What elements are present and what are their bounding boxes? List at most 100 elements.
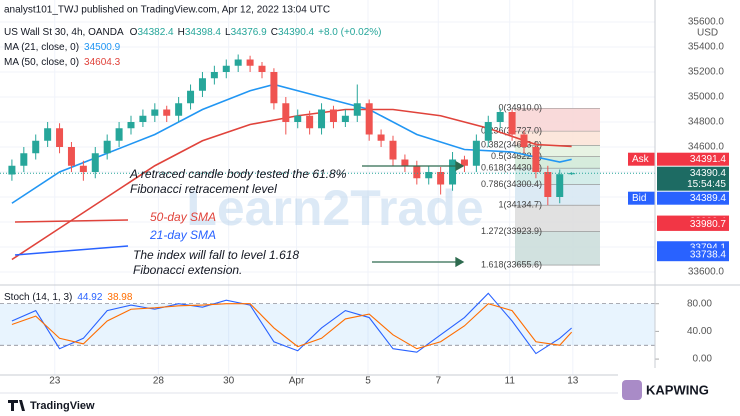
annotation: Fibonacci retracement level bbox=[130, 182, 277, 196]
candle-body bbox=[294, 115, 302, 122]
annotation: Fibonacci extension. bbox=[133, 263, 242, 277]
legend-part: O bbox=[130, 27, 138, 38]
candle-body bbox=[234, 59, 242, 66]
current-price: 34390.4 bbox=[690, 168, 727, 179]
candle-body bbox=[151, 109, 159, 116]
candle-body bbox=[496, 112, 504, 122]
candle-body bbox=[282, 103, 290, 122]
legend-part: L bbox=[225, 27, 231, 38]
y-tick-label: 35200.0 bbox=[688, 67, 725, 78]
candle-body bbox=[44, 128, 52, 141]
stoch-line bbox=[11, 303, 573, 350]
y-tick-label: 33600.0 bbox=[688, 267, 725, 278]
y-tick-label: 34800.0 bbox=[688, 117, 725, 128]
byline: analyst101_TWJ published on TradingView.… bbox=[4, 5, 330, 16]
price-box-value: 34389.4 bbox=[690, 193, 727, 204]
fib-band bbox=[515, 131, 600, 146]
x-tick-label: 5 bbox=[365, 376, 371, 387]
candle-body bbox=[79, 165, 87, 172]
price-box-name: Bid bbox=[632, 193, 646, 204]
candle-body bbox=[175, 103, 183, 116]
fib-label: 0.5(34522.3) bbox=[491, 151, 542, 161]
candle-body bbox=[246, 59, 254, 66]
x-tick-label: 23 bbox=[49, 376, 61, 387]
annotation: The index will fall to level 1.618 bbox=[133, 248, 299, 262]
y-tick-label: 0.00 bbox=[693, 354, 713, 365]
y-tick-label: 35600.0 bbox=[688, 17, 725, 28]
stoch-line bbox=[11, 292, 572, 355]
price-tag-bg bbox=[628, 152, 655, 166]
price-box-value: 33980.7 bbox=[690, 219, 727, 230]
annotation-arrows bbox=[362, 160, 465, 268]
legend-part: +8.0 (+0.02%) bbox=[318, 27, 381, 38]
logo-icon bbox=[8, 400, 25, 411]
candle-body bbox=[353, 103, 361, 116]
candle-body bbox=[187, 90, 195, 104]
candle-body bbox=[258, 65, 266, 72]
x-tick-label: 13 bbox=[567, 376, 579, 387]
badge: KAPWING bbox=[646, 382, 709, 397]
candle-body bbox=[520, 134, 528, 147]
symbol-legend: US Wall St 30, 4h, OANDA O34382.4 H34398.4… bbox=[4, 27, 381, 38]
candle-body bbox=[460, 159, 468, 166]
candle-body bbox=[210, 72, 218, 79]
x-tick-label: Apr bbox=[289, 376, 305, 387]
candle-body bbox=[32, 140, 40, 154]
candle-body bbox=[198, 78, 206, 91]
x-tick-label: 28 bbox=[153, 376, 165, 387]
x-tick-label: 11 bbox=[505, 376, 516, 387]
ma-legend: MA (50, close, 0) 34604.3 bbox=[4, 57, 121, 68]
y-tick-label: 80.00 bbox=[687, 298, 712, 309]
price-box bbox=[657, 217, 729, 231]
fib-label: 1.618(33655.6) bbox=[481, 259, 542, 269]
stoch-value: 44.92 bbox=[77, 292, 102, 303]
candle-body bbox=[103, 140, 111, 154]
candle-body bbox=[91, 153, 99, 172]
candle-body bbox=[556, 174, 564, 197]
y-tick-label: 34600.0 bbox=[688, 142, 725, 153]
ma-line bbox=[11, 83, 572, 204]
price-box-value: 33794.1 bbox=[690, 242, 727, 253]
y-tick-label: 40.00 bbox=[687, 326, 712, 337]
ma-legend-name: MA (21, close, 0) bbox=[4, 42, 79, 53]
candle-body bbox=[222, 65, 230, 72]
fib-label: 1(34134.7) bbox=[498, 200, 542, 210]
price-box-name: Ask bbox=[632, 154, 650, 165]
candle-body bbox=[127, 122, 135, 129]
candle-body bbox=[544, 172, 552, 197]
legend-sma50-line bbox=[14, 219, 129, 223]
candle-body bbox=[115, 128, 123, 141]
candle-body bbox=[377, 134, 385, 141]
ma-legend-name: MA (50, close, 0) bbox=[4, 57, 79, 68]
candle-body bbox=[306, 115, 314, 129]
legend-sma21-line bbox=[14, 245, 129, 256]
fib-band bbox=[515, 205, 600, 232]
ma-legend: MA (21, close, 0) 34500.9 bbox=[4, 42, 121, 53]
x-tick-label: 7 bbox=[435, 376, 441, 387]
fib-label: 1.272(33923.9) bbox=[481, 226, 542, 236]
fib-label: 0.382(34613.9) bbox=[481, 140, 542, 150]
badge-icon bbox=[622, 380, 642, 400]
fib-label: 0.618(34430.6) bbox=[481, 163, 542, 173]
stoch-value: 38.98 bbox=[107, 292, 132, 303]
candle-body bbox=[318, 109, 326, 129]
candle-body bbox=[568, 173, 576, 175]
candle-body bbox=[8, 165, 16, 175]
fib-band bbox=[515, 108, 600, 132]
fib-band bbox=[515, 156, 600, 169]
candle-body bbox=[449, 159, 457, 185]
candle-body bbox=[413, 165, 421, 179]
price-tag-bg bbox=[628, 191, 655, 205]
candle-body bbox=[472, 140, 480, 166]
price-box bbox=[657, 248, 729, 262]
ma-legend-value: 34500.9 bbox=[84, 42, 121, 53]
price-box-value: 34391.4 bbox=[690, 154, 727, 165]
candle-body bbox=[508, 112, 516, 135]
legend-part: US Wall St 30, 4h, OANDA bbox=[4, 27, 124, 38]
ma-legend-value: 34604.3 bbox=[84, 57, 121, 68]
watermark: Learn2Trade bbox=[186, 180, 483, 236]
chart-layer: 33600.033800.034000.034200.034400.034600… bbox=[0, 0, 729, 387]
candle-body bbox=[532, 147, 540, 172]
